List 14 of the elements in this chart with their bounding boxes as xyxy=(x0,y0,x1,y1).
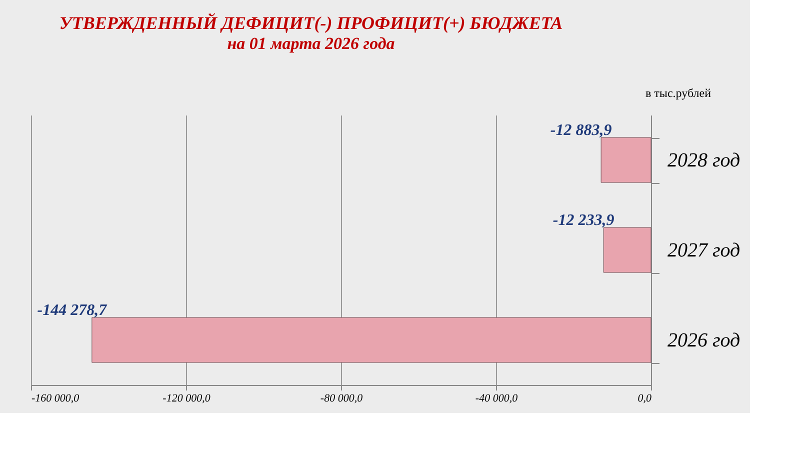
y-tick-label: 2028 год xyxy=(668,150,740,172)
data-label: -12 883,9 xyxy=(550,122,612,139)
text: в тыс.рублей xyxy=(645,86,712,100)
x-tick-label: 0,0 xyxy=(638,392,652,404)
data-label: -144 278,7 xyxy=(37,302,108,319)
x-tick-label: -120 000,0 xyxy=(162,392,211,404)
data-label: -12 233,9 xyxy=(552,212,614,229)
x-tick-label: -40 000,0 xyxy=(475,392,518,404)
chart-title: УТВЕРЖДЕННЫЙ ДЕФИЦИТ(-) ПРОФИЦИТ(+) БЮДЖЕТА xyxy=(59,13,563,33)
y-tick-label: 2027 год xyxy=(668,240,740,262)
x-tick-label: -80 000,0 xyxy=(320,392,364,404)
y-tick-label: 2026 год xyxy=(668,330,740,352)
x-tick-label: -160 000,0 xyxy=(32,392,80,404)
chart-subtitle: на 01 марта 2026 года xyxy=(227,34,396,53)
